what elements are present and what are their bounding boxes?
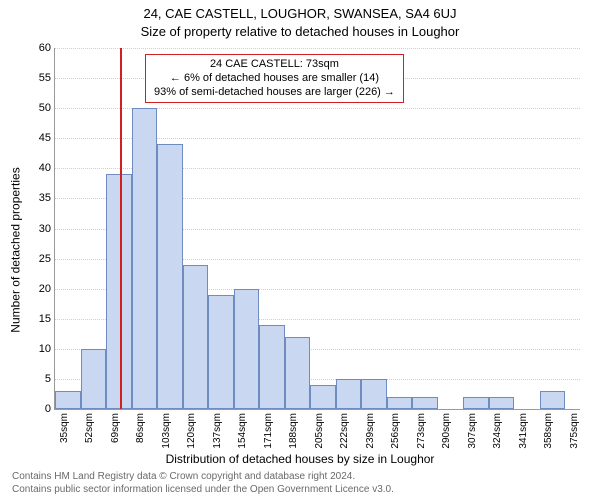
histogram-bar	[132, 108, 158, 409]
footer-line-2: Contains public sector information licen…	[12, 484, 588, 497]
y-tick-label: 5	[45, 373, 55, 385]
annotation-line-1: 24 CAE CASTELL: 73sqm	[154, 58, 395, 72]
x-axis-label: Distribution of detached houses by size …	[0, 452, 600, 466]
x-tick-label: 375sqm	[569, 409, 580, 449]
histogram-bar	[540, 391, 566, 409]
annotation-box: 24 CAE CASTELL: 73sqm ← 6% of detached h…	[145, 54, 404, 103]
x-tick-label: 52sqm	[84, 409, 95, 443]
histogram-bar	[259, 325, 285, 409]
x-tick-label: 341sqm	[518, 409, 529, 449]
histogram-bar	[310, 385, 336, 409]
footer-line-1: Contains HM Land Registry data © Crown c…	[12, 471, 588, 484]
gridline	[55, 48, 580, 49]
chart-title-main: 24, CAE CASTELL, LOUGHOR, SWANSEA, SA4 6…	[0, 6, 600, 21]
y-tick-label: 15	[39, 313, 55, 325]
chart-plot-area: 24 CAE CASTELL: 73sqm ← 6% of detached h…	[54, 48, 580, 410]
histogram-bar	[183, 265, 209, 409]
x-tick-label: 205sqm	[314, 409, 325, 449]
x-tick-label: 290sqm	[441, 409, 452, 449]
y-tick-label: 30	[39, 223, 55, 235]
histogram-bar	[208, 295, 234, 409]
x-tick-label: 35sqm	[59, 409, 70, 443]
histogram-bar	[55, 391, 81, 409]
marker-line	[120, 48, 122, 409]
histogram-bar	[234, 289, 260, 409]
x-tick-label: 120sqm	[186, 409, 197, 449]
y-tick-label: 25	[39, 253, 55, 265]
footer: Contains HM Land Registry data © Crown c…	[12, 471, 588, 496]
y-tick-label: 55	[39, 72, 55, 84]
x-tick-label: 222sqm	[339, 409, 350, 449]
y-tick-label: 35	[39, 192, 55, 204]
x-tick-label: 324sqm	[492, 409, 503, 449]
x-tick-label: 273sqm	[416, 409, 427, 449]
y-tick-label: 50	[39, 102, 55, 114]
x-tick-label: 307sqm	[467, 409, 478, 449]
histogram-bar	[336, 379, 362, 409]
annotation-line-3: 93% of semi-detached houses are larger (…	[154, 86, 395, 100]
annotation-line-2: ← 6% of detached houses are smaller (14)	[154, 72, 395, 86]
histogram-bar	[412, 397, 438, 409]
y-tick-label: 60	[39, 42, 55, 54]
histogram-bar	[157, 144, 183, 409]
x-tick-label: 137sqm	[212, 409, 223, 449]
y-tick-label: 40	[39, 162, 55, 174]
y-axis-label-text: Number of detached properties	[9, 167, 23, 332]
x-tick-label: 239sqm	[365, 409, 376, 449]
x-tick-label: 154sqm	[237, 409, 248, 449]
histogram-bar	[81, 349, 107, 409]
histogram-bar	[387, 397, 413, 409]
x-tick-label: 188sqm	[288, 409, 299, 449]
y-tick-label: 45	[39, 132, 55, 144]
x-tick-label: 256sqm	[390, 409, 401, 449]
histogram-bar	[489, 397, 515, 409]
y-tick-label: 0	[45, 403, 55, 415]
x-tick-label: 171sqm	[263, 409, 274, 449]
histogram-bar	[285, 337, 311, 409]
y-tick-label: 10	[39, 343, 55, 355]
y-tick-label: 20	[39, 283, 55, 295]
chart-title-sub: Size of property relative to detached ho…	[0, 24, 600, 39]
x-tick-label: 358sqm	[543, 409, 554, 449]
x-tick-label: 69sqm	[110, 409, 121, 443]
histogram-bar	[361, 379, 387, 409]
y-axis-label: Number of detached properties	[8, 0, 24, 500]
x-tick-label: 86sqm	[135, 409, 146, 443]
x-tick-label: 103sqm	[161, 409, 172, 449]
histogram-bar	[463, 397, 489, 409]
